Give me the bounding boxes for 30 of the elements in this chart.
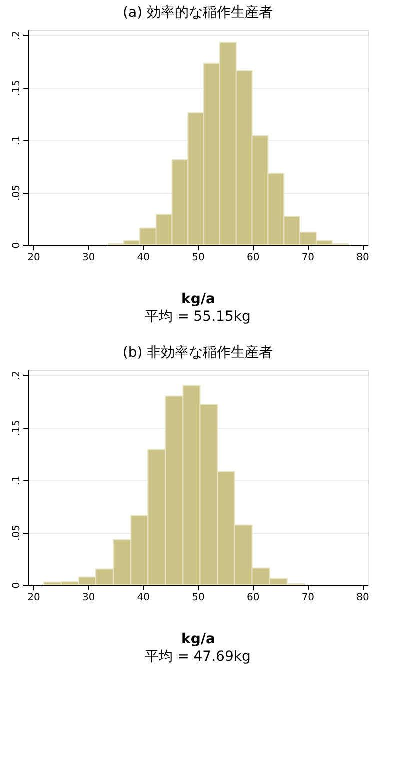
x-tick-label: 20 [28,252,40,264]
x-tick-label: 50 [192,592,205,604]
y-tick-label: 0 [12,582,22,589]
x-tick-label: 60 [246,592,260,604]
x-tick-label: 70 [302,252,315,264]
text: 平均 = 55.15kg [145,309,251,325]
chart-title: (b) 非効率な稲作生産者 [122,345,274,361]
y-tick-label: .1 [12,136,22,146]
x-tick-label: 20 [28,592,40,604]
y-tick-label: .2 [12,30,22,41]
x-axis-title: kg/a [182,632,216,648]
y-tick-label: 0 [12,242,22,249]
y-tick-label: .1 [12,476,22,486]
x-axis-title: kg/a [182,292,216,308]
x-tick-label: 30 [82,252,96,264]
y-tick-label: .05 [12,525,22,542]
chart-title: (a) 効率的な稲作生産者 [123,5,273,21]
y-tick-label: .2 [12,370,22,381]
y-tick-label: .15 [12,80,22,96]
y-tick-label: .05 [12,185,22,202]
x-tick-label: 30 [82,592,96,604]
x-tick-label: 40 [137,592,150,604]
x-tick-label: 50 [192,252,205,264]
y-tick-label: .15 [12,420,22,436]
x-tick-label: 60 [246,252,260,264]
x-tick-label: 70 [302,592,315,604]
x-tick-label: 80 [356,252,370,264]
text: 平均 = 47.69kg [145,649,251,665]
x-tick-label: 80 [356,592,370,604]
x-tick-label: 40 [137,252,150,264]
